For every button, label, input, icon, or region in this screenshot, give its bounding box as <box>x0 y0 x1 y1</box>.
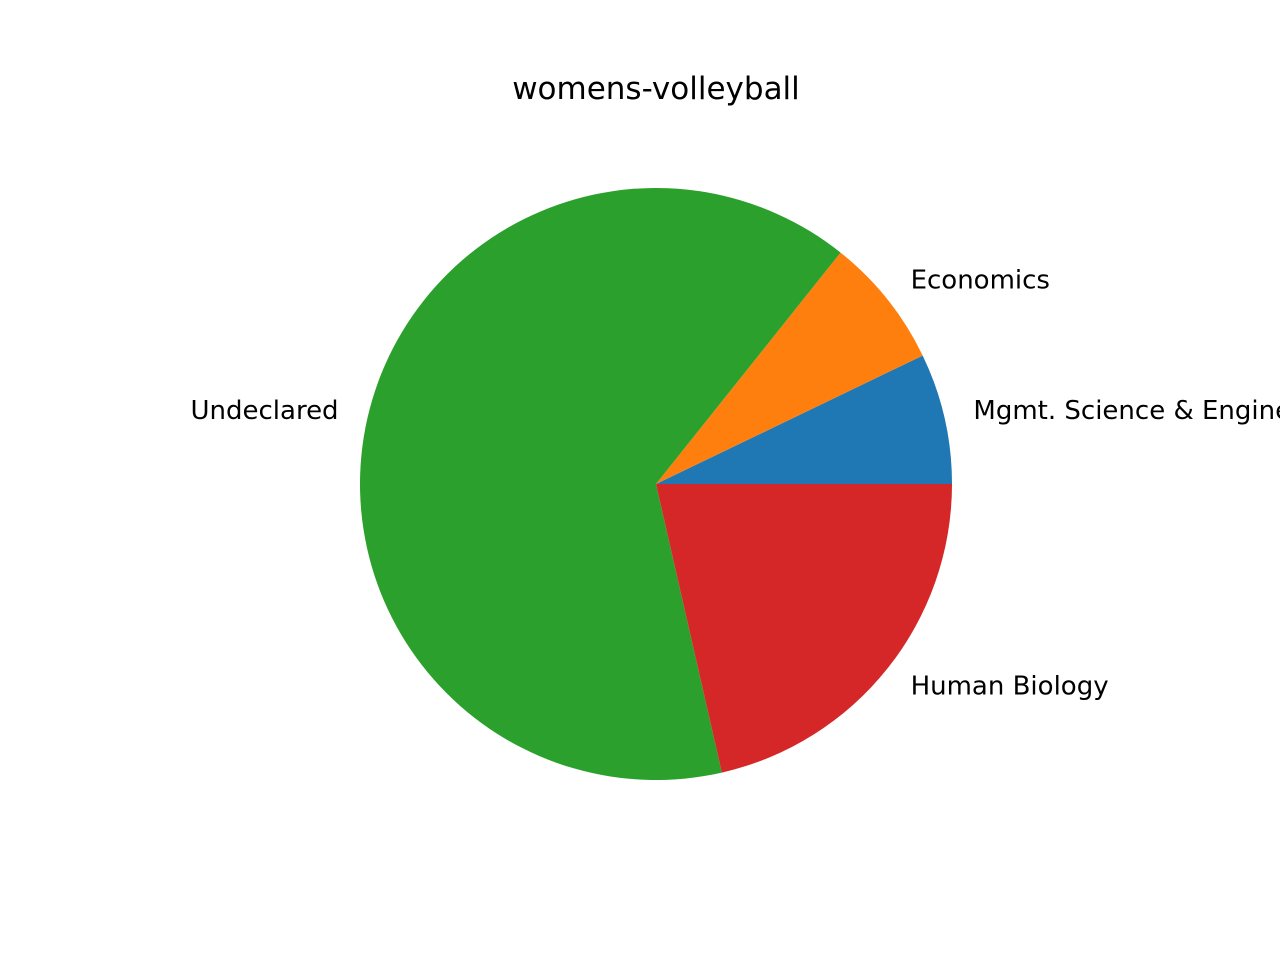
pie-label-mgmt-science-engineering: Mgmt. Science & Engineering <box>973 396 1280 426</box>
pie-label-human-biology: Human Biology <box>911 672 1109 702</box>
pie-slices <box>360 187 952 780</box>
pie-slice-economics <box>656 252 923 484</box>
pie-slice-human-biology <box>656 484 952 773</box>
pie-slice-undeclared <box>360 187 841 780</box>
pie-label-undeclared: Undeclared <box>190 396 338 426</box>
pie-label-economics: Economics <box>911 265 1050 295</box>
pie-labels: Mgmt. Science & Engineering Economics Unde… <box>190 265 1280 701</box>
chart-title: womens-volleyball <box>512 71 800 107</box>
pie-slice-mgmt-science-engineering <box>656 355 952 484</box>
